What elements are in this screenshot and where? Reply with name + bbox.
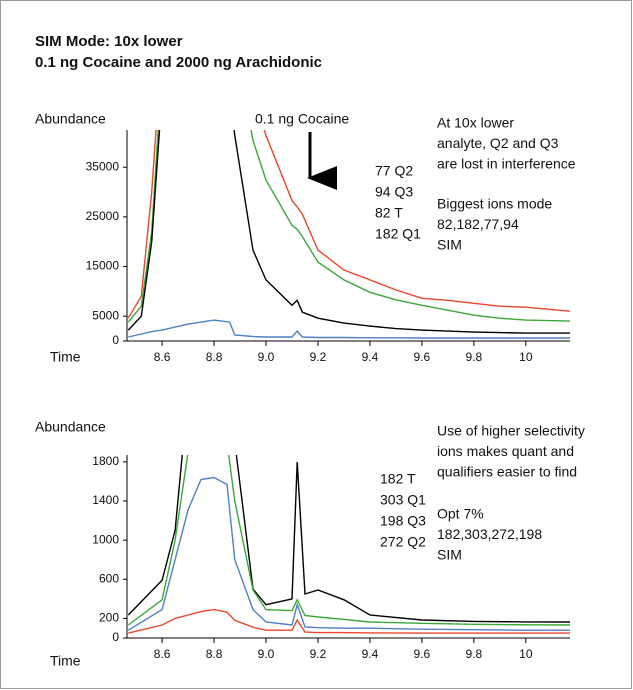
y-tick-label: 5000	[92, 308, 119, 322]
x-tick-label: 9.2	[310, 647, 327, 661]
y-tick-label: 1000	[92, 532, 119, 546]
x-tick-label: 9.4	[362, 647, 379, 661]
heading: 0.1 ng Cocaine and 2000 ng Arachidonic	[35, 54, 322, 71]
y-tick-label: 1800	[92, 454, 119, 468]
note: are lost in interference	[437, 156, 576, 172]
y-axis-label: Abundance	[35, 111, 106, 127]
note: 182,303,272,198	[437, 526, 542, 542]
x-tick-label: 9.6	[414, 350, 431, 364]
x-tick-label: 9.4	[362, 350, 379, 364]
note: Opt 7%	[437, 506, 484, 522]
legend-entry: 182 T	[380, 471, 416, 487]
note: At 10x lower	[437, 115, 514, 131]
x-tick-label: 9.0	[258, 350, 275, 364]
y-tick-label: 200	[99, 611, 119, 625]
y-tick-label: 600	[99, 571, 119, 585]
note: 82,182,77,94	[437, 216, 519, 232]
y-tick-label: 15000	[86, 259, 120, 273]
legend-entry: 198 Q3	[380, 513, 426, 529]
x-tick-label: 10	[519, 350, 533, 364]
series-line	[128, 608, 570, 634]
x-tick-label: 9.6	[414, 647, 431, 661]
heading: SIM Mode: 10x lower	[35, 33, 183, 50]
y-axis-label: Abundance	[35, 419, 106, 435]
legend-entry: 182 Q1	[375, 226, 421, 242]
x-tick-label: 9.8	[466, 350, 483, 364]
x-axis-label: Time	[50, 653, 81, 669]
note: analyte, Q2 and Q3	[437, 135, 559, 151]
legend-entry: 77 Q2	[375, 163, 413, 179]
legend-entry: 303 Q1	[380, 492, 426, 508]
y-tick-label: 1400	[92, 493, 119, 507]
note: ions makes quant and	[437, 443, 574, 459]
note: SIM	[437, 237, 462, 253]
note: SIM	[437, 547, 462, 563]
note: Use of higher selectivity	[437, 423, 585, 439]
series-line	[127, 476, 570, 631]
series-line	[127, 130, 570, 334]
x-tick-label: 8.8	[206, 350, 223, 364]
x-tick-label: 9.0	[258, 647, 275, 661]
x-axis-label: Time	[50, 349, 81, 365]
series-line	[127, 455, 570, 623]
x-tick-label: 9.8	[466, 647, 483, 661]
y-tick-label: 35000	[86, 159, 120, 173]
legend-entry: 94 Q3	[375, 184, 413, 200]
y-tick-label: 0	[112, 630, 119, 644]
y-tick-label: 25000	[86, 209, 120, 223]
series-line	[127, 130, 570, 319]
annotation: 0.1 ng Cocaine	[255, 111, 349, 127]
x-tick-label: 8.8	[206, 647, 223, 661]
x-tick-label: 8.6	[154, 350, 171, 364]
x-tick-label: 9.2	[310, 350, 327, 364]
y-tick-label: 0	[112, 333, 119, 347]
x-tick-label: 10	[519, 647, 533, 661]
series-line	[128, 319, 570, 339]
legend-entry: 272 Q2	[380, 534, 426, 550]
series-line	[127, 130, 570, 323]
series-line	[127, 455, 570, 626]
x-tick-label: 8.6	[154, 647, 171, 661]
legend-entry: 82 T	[375, 205, 403, 221]
note: qualifiers easier to find	[437, 464, 577, 480]
note: Biggest ions mode	[437, 196, 552, 212]
